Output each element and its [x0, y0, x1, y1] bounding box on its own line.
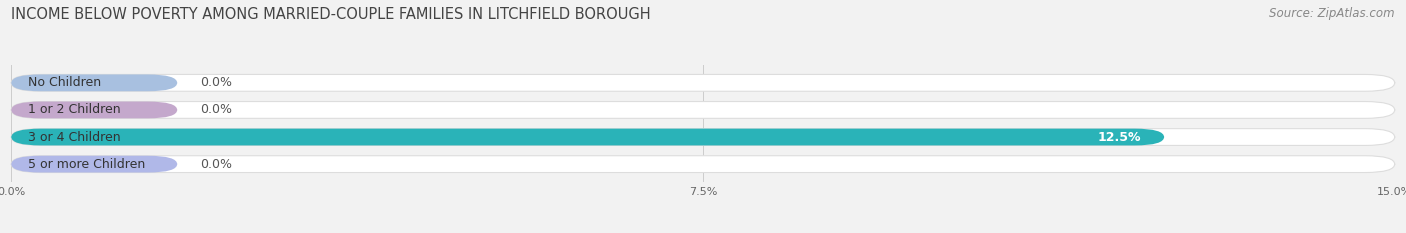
FancyBboxPatch shape	[11, 129, 1395, 145]
FancyBboxPatch shape	[11, 129, 1164, 145]
Text: 0.0%: 0.0%	[200, 76, 232, 89]
FancyBboxPatch shape	[11, 102, 1395, 118]
Text: 1 or 2 Children: 1 or 2 Children	[28, 103, 121, 116]
Text: No Children: No Children	[28, 76, 101, 89]
Text: 5 or more Children: 5 or more Children	[28, 158, 145, 171]
FancyBboxPatch shape	[11, 75, 1395, 91]
Text: INCOME BELOW POVERTY AMONG MARRIED-COUPLE FAMILIES IN LITCHFIELD BOROUGH: INCOME BELOW POVERTY AMONG MARRIED-COUPL…	[11, 7, 651, 22]
FancyBboxPatch shape	[11, 75, 177, 91]
Text: 0.0%: 0.0%	[200, 103, 232, 116]
Text: 0.0%: 0.0%	[200, 158, 232, 171]
FancyBboxPatch shape	[11, 102, 177, 118]
FancyBboxPatch shape	[11, 156, 1395, 172]
Text: 12.5%: 12.5%	[1098, 130, 1142, 144]
Text: 3 or 4 Children: 3 or 4 Children	[28, 130, 121, 144]
Text: Source: ZipAtlas.com: Source: ZipAtlas.com	[1270, 7, 1395, 20]
FancyBboxPatch shape	[11, 156, 177, 172]
